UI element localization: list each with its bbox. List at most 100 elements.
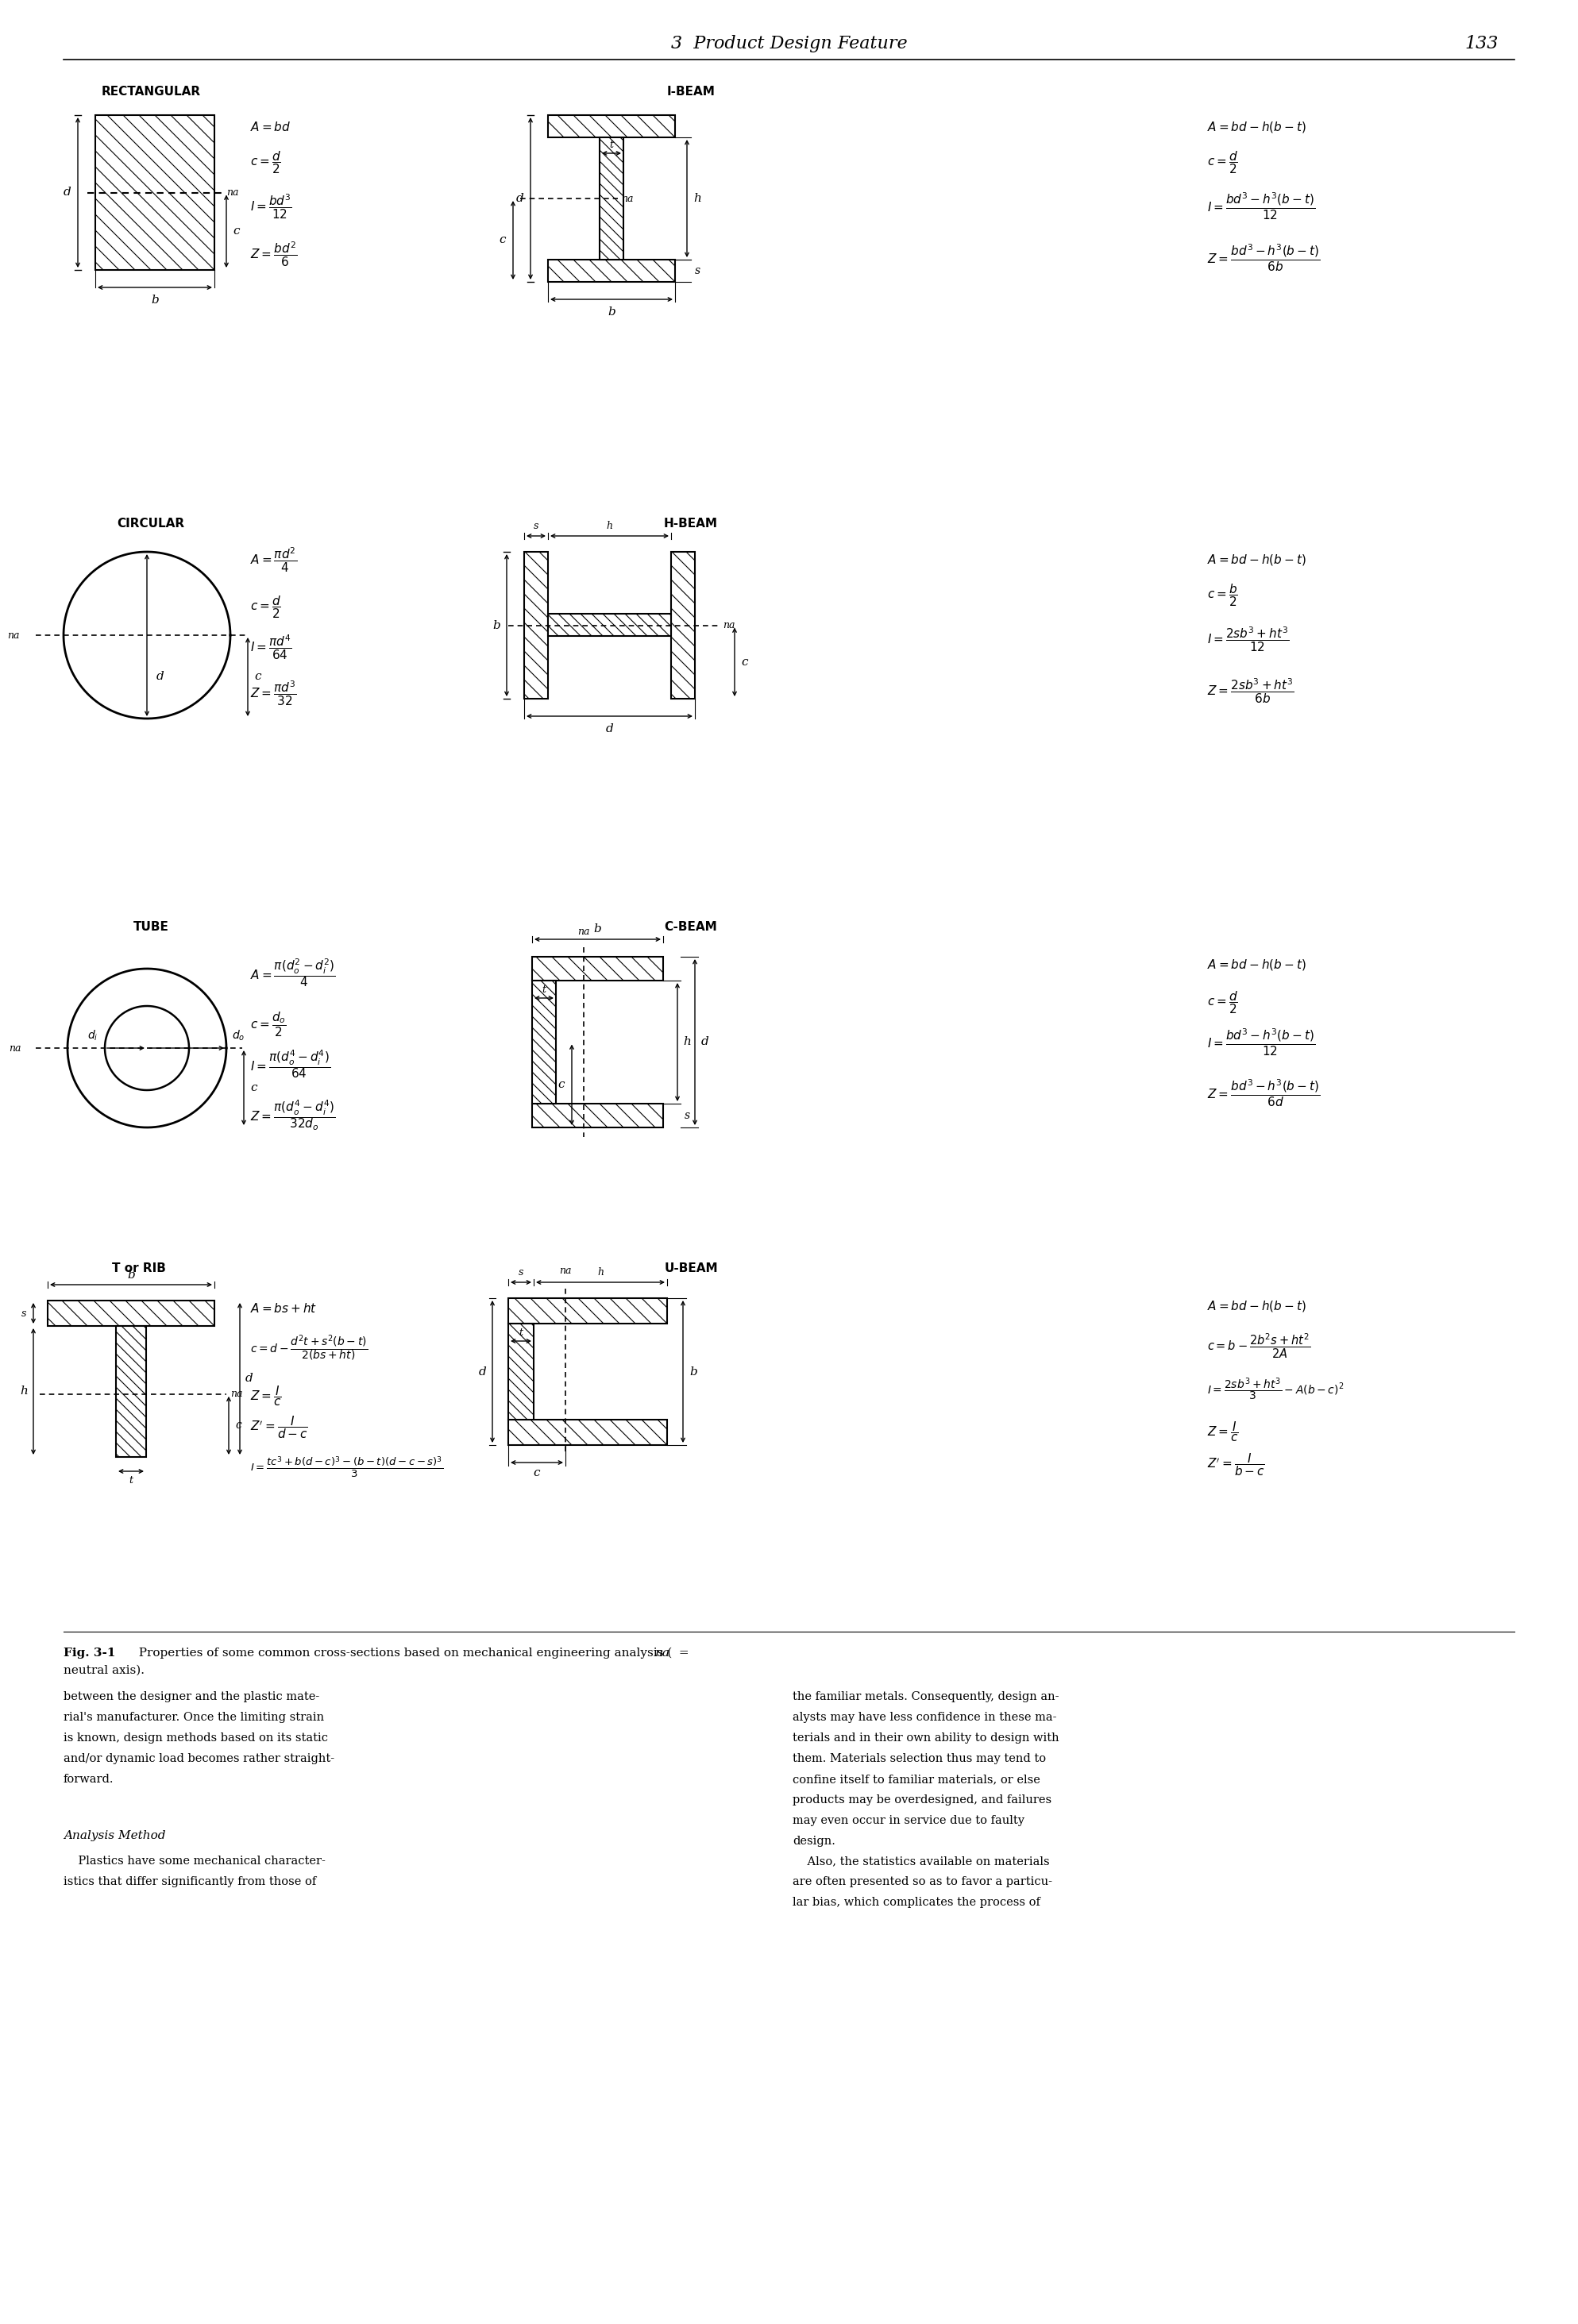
Text: s: s xyxy=(694,265,701,277)
Text: design.: design. xyxy=(792,1836,835,1848)
Text: c: c xyxy=(559,1078,565,1090)
Text: I-BEAM: I-BEAM xyxy=(667,86,715,98)
Text: U-BEAM: U-BEAM xyxy=(664,1262,718,1276)
Text: may even occur in service due to faulty: may even occur in service due to faulty xyxy=(792,1815,1024,1827)
Text: between the designer and the plastic mate-: between the designer and the plastic mat… xyxy=(63,1692,319,1701)
Text: $Z = \dfrac{bd^2}{6}$: $Z = \dfrac{bd^2}{6}$ xyxy=(251,239,297,267)
Text: $c = d - \dfrac{d^2t + s^2(b-t)}{2(bs + ht)}$: $c = d - \dfrac{d^2t + s^2(b-t)}{2(bs + … xyxy=(251,1334,368,1362)
Text: are often presented so as to favor a particu-: are often presented so as to favor a par… xyxy=(792,1875,1053,1887)
Text: c: c xyxy=(251,1083,257,1092)
Text: $I = \dfrac{\pi(d_o^4 - d_i^4)}{64}$: $I = \dfrac{\pi(d_o^4 - d_i^4)}{64}$ xyxy=(251,1048,330,1081)
Text: h: h xyxy=(683,1037,691,1048)
Text: na: na xyxy=(226,188,238,198)
Polygon shape xyxy=(63,551,230,718)
Text: rial's manufacturer. Once the limiting strain: rial's manufacturer. Once the limiting s… xyxy=(63,1713,323,1722)
Text: $Z = \dfrac{bd^3 - h^3(b-t)}{6b}$: $Z = \dfrac{bd^3 - h^3(b-t)}{6b}$ xyxy=(1207,242,1321,274)
Text: na: na xyxy=(578,927,590,937)
Bar xyxy=(95,116,215,270)
Text: c: c xyxy=(254,672,262,683)
Bar xyxy=(532,957,663,981)
Text: t: t xyxy=(519,1327,522,1339)
Text: $A = bs + ht$: $A = bs + ht$ xyxy=(251,1301,317,1315)
Text: $I = \dfrac{bd^3 - h^3(b-t)}{12}$: $I = \dfrac{bd^3 - h^3(b-t)}{12}$ xyxy=(1207,191,1314,221)
Text: Analysis Method: Analysis Method xyxy=(63,1829,166,1841)
Text: b: b xyxy=(608,307,615,318)
Text: TUBE: TUBE xyxy=(133,920,169,934)
Text: $c = \dfrac{d}{2}$: $c = \dfrac{d}{2}$ xyxy=(251,595,281,621)
Text: $Z = \dfrac{I}{c}$: $Z = \dfrac{I}{c}$ xyxy=(251,1385,282,1408)
Text: forward.: forward. xyxy=(63,1773,114,1785)
Text: c: c xyxy=(234,225,240,237)
Bar xyxy=(532,981,555,1104)
Bar xyxy=(508,1299,667,1325)
Text: $I = \dfrac{tc^3 + b(d-c)^3 - (b-t)(d-c-s)^3}{3}$: $I = \dfrac{tc^3 + b(d-c)^3 - (b-t)(d-c-… xyxy=(251,1455,443,1480)
Bar xyxy=(524,551,548,700)
Text: d: d xyxy=(156,672,164,683)
Text: $Z = \dfrac{\pi d^3}{32}$: $Z = \dfrac{\pi d^3}{32}$ xyxy=(251,679,297,706)
Text: $c = b - \dfrac{2b^2s + ht^2}{2A}$: $c = b - \dfrac{2b^2s + ht^2}{2A}$ xyxy=(1207,1332,1311,1360)
Bar xyxy=(548,614,671,637)
Text: them. Materials selection thus may tend to: them. Materials selection thus may tend … xyxy=(792,1752,1046,1764)
Text: $d_i$: $d_i$ xyxy=(87,1030,98,1041)
Text: b: b xyxy=(151,295,159,307)
Text: d: d xyxy=(701,1037,709,1048)
Text: the familiar metals. Consequently, design an-: the familiar metals. Consequently, desig… xyxy=(792,1692,1059,1701)
Bar xyxy=(532,1104,663,1127)
Bar xyxy=(548,260,675,281)
Text: b: b xyxy=(492,621,500,630)
Text: na: na xyxy=(622,193,633,205)
Text: CIRCULAR: CIRCULAR xyxy=(117,518,185,530)
Text: T or RIB: T or RIB xyxy=(112,1262,166,1276)
Text: alysts may have less confidence in these ma-: alysts may have less confidence in these… xyxy=(792,1713,1057,1722)
Text: h: h xyxy=(596,1267,603,1278)
Text: $A = \dfrac{\pi d^2}{4}$: $A = \dfrac{\pi d^2}{4}$ xyxy=(251,546,297,574)
Text: d: d xyxy=(480,1367,486,1378)
Text: Also, the statistics available on materials: Also, the statistics available on materi… xyxy=(792,1855,1049,1866)
Text: $Z = \dfrac{2sb^3 + ht^3}{6b}$: $Z = \dfrac{2sb^3 + ht^3}{6b}$ xyxy=(1207,676,1294,704)
Text: Fig. 3-1: Fig. 3-1 xyxy=(63,1648,115,1659)
Text: $c = \dfrac{d}{2}$: $c = \dfrac{d}{2}$ xyxy=(1207,149,1239,177)
Text: c: c xyxy=(499,235,507,246)
Text: d: d xyxy=(246,1373,252,1385)
Text: na: na xyxy=(9,1043,22,1053)
Bar xyxy=(671,551,694,700)
Text: $Z = \dfrac{\pi(d_o^4 - d_i^4)}{32d_o}$: $Z = \dfrac{\pi(d_o^4 - d_i^4)}{32d_o}$ xyxy=(251,1099,336,1132)
Text: and/or dynamic load becomes rather straight-: and/or dynamic load becomes rather strai… xyxy=(63,1752,335,1764)
Polygon shape xyxy=(104,1006,189,1090)
Text: 133: 133 xyxy=(1464,35,1499,53)
Text: $c = \dfrac{d}{2}$: $c = \dfrac{d}{2}$ xyxy=(1207,990,1239,1016)
Text: $A = bd - h(b - t)$: $A = bd - h(b - t)$ xyxy=(1207,553,1307,567)
Text: s: s xyxy=(533,521,538,532)
Text: d: d xyxy=(516,193,524,205)
Text: $A = bd - h(b - t)$: $A = bd - h(b - t)$ xyxy=(1207,121,1307,135)
Text: $A = bd - h(b - t)$: $A = bd - h(b - t)$ xyxy=(1207,1299,1307,1313)
Text: t: t xyxy=(541,985,546,995)
Text: d: d xyxy=(63,186,71,198)
Text: $I = \dfrac{2sb^3 + ht^3}{12}$: $I = \dfrac{2sb^3 + ht^3}{12}$ xyxy=(1207,625,1289,653)
Text: na: na xyxy=(723,621,735,630)
Text: $A = bd - h(b - t)$: $A = bd - h(b - t)$ xyxy=(1207,957,1307,971)
Text: C-BEAM: C-BEAM xyxy=(664,920,718,934)
Text: d: d xyxy=(606,723,614,734)
Text: na: na xyxy=(230,1390,243,1399)
Text: Properties of some common cross-sections based on mechanical engineering analysi: Properties of some common cross-sections… xyxy=(131,1648,672,1659)
Text: $Z = \dfrac{I}{c}$: $Z = \dfrac{I}{c}$ xyxy=(1207,1420,1239,1443)
Text: na: na xyxy=(559,1267,571,1276)
Text: c: c xyxy=(742,655,748,667)
Bar xyxy=(508,1420,667,1446)
Text: is known, design methods based on its static: is known, design methods based on its st… xyxy=(63,1731,328,1743)
Text: neutral axis).: neutral axis). xyxy=(63,1664,145,1676)
Text: $I = \dfrac{bd^3}{12}$: $I = \dfrac{bd^3}{12}$ xyxy=(251,193,292,221)
Text: Plastics have some mechanical character-: Plastics have some mechanical character- xyxy=(63,1855,325,1866)
Text: RECTANGULAR: RECTANGULAR xyxy=(101,86,200,98)
Text: products may be overdesigned, and failures: products may be overdesigned, and failur… xyxy=(792,1794,1051,1806)
Bar xyxy=(548,116,675,137)
Text: c: c xyxy=(235,1420,241,1432)
Text: $I = \dfrac{\pi d^4}{64}$: $I = \dfrac{\pi d^4}{64}$ xyxy=(251,632,292,662)
Text: $c = \dfrac{b}{2}$: $c = \dfrac{b}{2}$ xyxy=(1207,583,1239,609)
Text: h: h xyxy=(21,1385,28,1397)
Text: $c = \dfrac{d_o}{2}$: $c = \dfrac{d_o}{2}$ xyxy=(251,1011,287,1039)
Text: t: t xyxy=(129,1476,133,1485)
Text: s: s xyxy=(685,1111,690,1120)
Text: h: h xyxy=(693,193,701,205)
